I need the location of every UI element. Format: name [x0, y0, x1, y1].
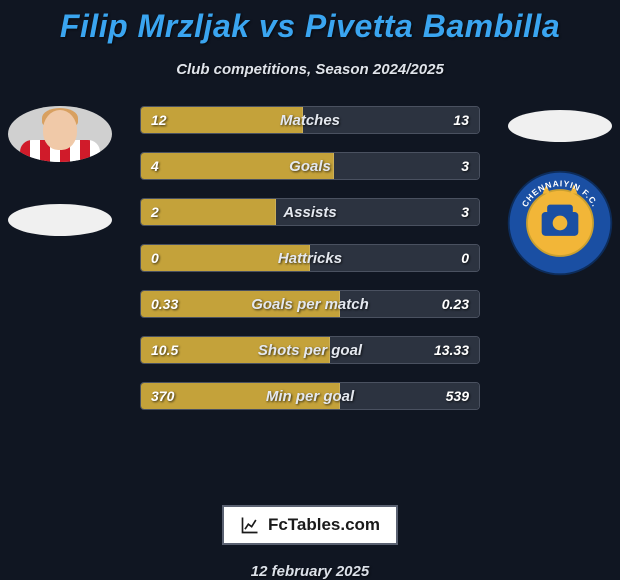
right-club-badge: CHENNAIYIN F.C.: [505, 168, 615, 278]
stat-bar-right-fill: [334, 153, 479, 179]
stat-row: Min per goal370539: [140, 382, 480, 410]
stat-row: Hattricks00: [140, 244, 480, 272]
stat-bar-left-fill: [141, 199, 276, 225]
stat-bar-left-fill: [141, 107, 303, 133]
page-title: Filip Mrzljak vs Pivetta Bambilla: [60, 8, 560, 45]
stat-bar-left-fill: [141, 291, 340, 317]
stat-bar-left-fill: [141, 383, 340, 409]
stat-bar-left-fill: [141, 337, 330, 363]
right-player-avatar-placeholder: [508, 110, 612, 142]
stat-row: Goals per match0.330.23: [140, 290, 480, 318]
stat-row: Goals43: [140, 152, 480, 180]
comparison-area: CHENNAIYIN F.C. Matches1213 Goals43 Assist…: [0, 102, 620, 477]
stat-bar-right-fill: [276, 199, 479, 225]
stat-bar-right-fill: [310, 245, 479, 271]
right-player-column: CHENNAIYIN F.C.: [500, 102, 620, 278]
stat-bar-left-fill: [141, 153, 334, 179]
date-text: 12 february 2025: [251, 563, 369, 580]
stat-bar-right-fill: [303, 107, 479, 133]
stat-bars: Matches1213 Goals43 Assists23 Hattricks00 Go…: [140, 102, 480, 410]
stat-bar-right-fill: [340, 291, 479, 317]
subtitle: Club competitions, Season 2024/2025: [176, 61, 444, 78]
stat-row: Assists23: [140, 198, 480, 226]
source-badge: FcTables.com: [222, 505, 398, 545]
left-player-column: [0, 102, 120, 236]
stat-row: Shots per goal10.513.33: [140, 336, 480, 364]
stat-bar-left-fill: [141, 245, 310, 271]
left-player-avatar: [8, 106, 112, 162]
chart-icon: [240, 515, 260, 535]
stat-bar-right-fill: [340, 383, 479, 409]
source-text: FcTables.com: [268, 515, 380, 535]
left-club-badge-placeholder: [8, 204, 112, 236]
stat-row: Matches1213: [140, 106, 480, 134]
stat-bar-right-fill: [330, 337, 479, 363]
